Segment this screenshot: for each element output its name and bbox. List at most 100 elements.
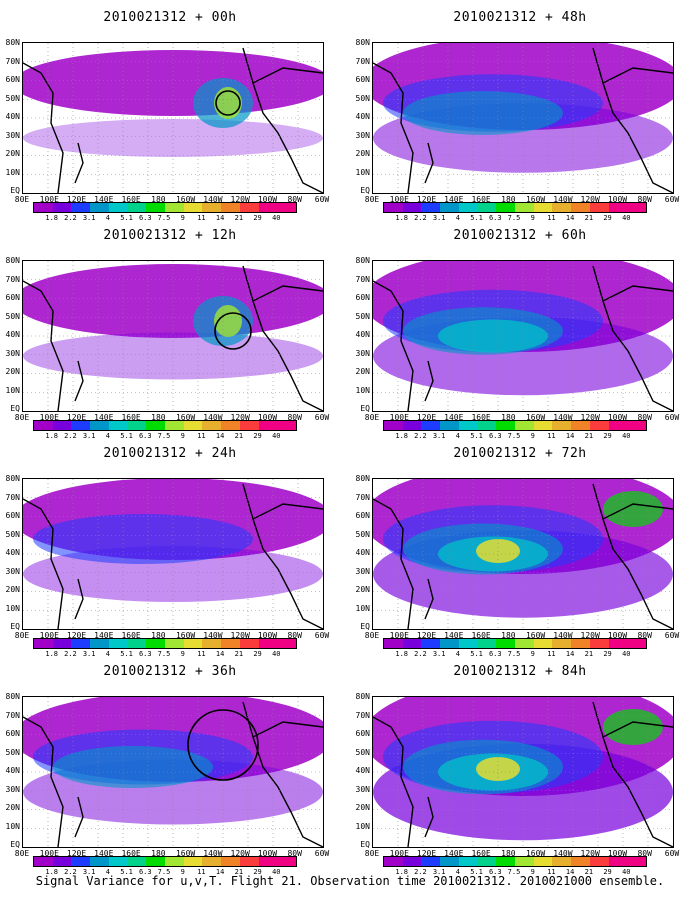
colorbar-swatch <box>496 857 516 866</box>
coastline <box>23 265 323 411</box>
lat-label: 20N <box>5 585 20 594</box>
colorbar-swatch <box>608 421 628 430</box>
lon-label: 140E <box>94 413 114 422</box>
lat-label: 50N <box>355 747 370 757</box>
lat-label: 80N <box>355 474 370 483</box>
contour-region <box>403 91 563 135</box>
lon-label: 100E <box>389 195 409 204</box>
colorbar-swatch <box>627 857 647 866</box>
contour-map <box>23 479 323 629</box>
lon-label: 80E <box>364 195 380 204</box>
lat-label: EQ <box>360 840 370 849</box>
lon-label: 60W <box>314 631 330 640</box>
lon-label: 60W <box>664 413 680 422</box>
colorbar-swatch <box>384 857 403 866</box>
colorbar-label: 14 <box>565 432 575 440</box>
lon-label: 80W <box>287 413 302 422</box>
colorbar-label: 40 <box>622 214 631 222</box>
lat-label: 30N <box>355 130 370 140</box>
lat-label: 30N <box>5 130 20 140</box>
lat-label: EQ <box>360 404 370 413</box>
contour-map <box>373 697 673 847</box>
colorbar-swatch <box>71 857 91 866</box>
colorbar-swatch <box>221 639 240 648</box>
colorbar <box>383 202 647 213</box>
lat-label: 60N <box>355 293 370 302</box>
lon-label: 120W <box>580 413 600 422</box>
colorbar-label: 21 <box>584 650 594 658</box>
colorbar-label: 4 <box>105 650 110 658</box>
lon-label: 100E <box>389 849 409 858</box>
colorbar-label: 1.8 <box>45 432 59 440</box>
lon-label: 80W <box>637 195 652 204</box>
lon-label: 100W <box>257 849 278 858</box>
colorbar-swatch <box>458 857 478 866</box>
colorbar-swatch <box>127 639 147 648</box>
lon-label: 140E <box>444 849 464 858</box>
colorbar-label: 40 <box>622 432 631 440</box>
panel-title: 2010021312 + 36h <box>103 664 237 679</box>
contour-region <box>33 514 253 564</box>
colorbar-swatch <box>496 203 516 212</box>
colorbar-swatch <box>384 421 403 430</box>
colorbar-label: 2.2 <box>414 432 427 440</box>
colorbar-swatch <box>515 857 534 866</box>
colorbar-swatch <box>127 857 147 866</box>
lon-label: 60W <box>314 413 330 422</box>
lon-label: 180 <box>151 195 166 204</box>
lat-label: 40N <box>5 548 20 557</box>
lat-label: 50N <box>355 529 370 539</box>
lon-label: 140W <box>553 849 573 858</box>
colorbar-label: 4 <box>455 868 460 876</box>
lat-label: 60N <box>5 293 20 302</box>
colorbar-swatch <box>421 203 441 212</box>
lon-label: 160W <box>525 631 546 640</box>
lon-label: 160E <box>471 849 491 858</box>
colorbar-label: 2.2 <box>64 214 77 222</box>
lon-label: 80E <box>14 195 30 204</box>
colorbar-label: 14 <box>215 214 225 222</box>
lat-label: 80N <box>5 38 20 47</box>
colorbar-swatch <box>71 203 91 212</box>
lon-label: 120E <box>416 631 437 640</box>
lon-label: 80W <box>637 849 652 858</box>
lat-label: 40N <box>5 766 20 775</box>
colorbar-swatch <box>552 639 572 648</box>
map-panel: 2010021312 + 72h 80N 70N 60N 50N 40N 30N 20N 10N… <box>350 436 690 658</box>
colorbar <box>33 856 297 867</box>
colorbar-label: 1.8 <box>395 432 409 440</box>
colorbar-label: 9 <box>530 432 535 440</box>
colorbar-swatch <box>202 639 222 648</box>
lon-label: 140E <box>444 413 464 422</box>
map-plot <box>372 42 674 194</box>
colorbar-swatch <box>571 857 590 866</box>
colorbar-swatch <box>165 203 184 212</box>
colorbar-label: 11 <box>197 868 206 876</box>
lat-label: 30N <box>355 566 370 576</box>
colorbar-swatch <box>34 857 53 866</box>
colorbar-swatch <box>458 639 478 648</box>
colorbar-swatch <box>421 857 441 866</box>
contour-map <box>373 261 673 411</box>
panel-title: 2010021312 + 84h <box>453 664 587 679</box>
lon-label: 80W <box>287 631 302 640</box>
lat-label: 10N <box>5 821 20 831</box>
colorbar-label: 5.1 <box>120 432 133 440</box>
colorbar-swatch <box>90 203 109 212</box>
lat-label: 30N <box>355 348 370 358</box>
lon-label: 160W <box>175 413 196 422</box>
lon-label: 140W <box>553 631 573 640</box>
lat-label: 60N <box>5 729 20 738</box>
lat-label: 40N <box>5 112 20 121</box>
lon-label: 80E <box>364 631 380 640</box>
contour-region <box>603 709 663 745</box>
lat-label: 20N <box>355 585 370 594</box>
colorbar-swatch <box>571 639 590 648</box>
colorbar-label: 40 <box>272 868 281 876</box>
lat-label: 50N <box>5 311 20 321</box>
colorbar-label: 14 <box>565 650 575 658</box>
lon-label: 120W <box>580 631 600 640</box>
colorbar-label: 9 <box>530 650 535 658</box>
lon-label: 100W <box>607 631 628 640</box>
colorbar-swatch <box>108 203 128 212</box>
